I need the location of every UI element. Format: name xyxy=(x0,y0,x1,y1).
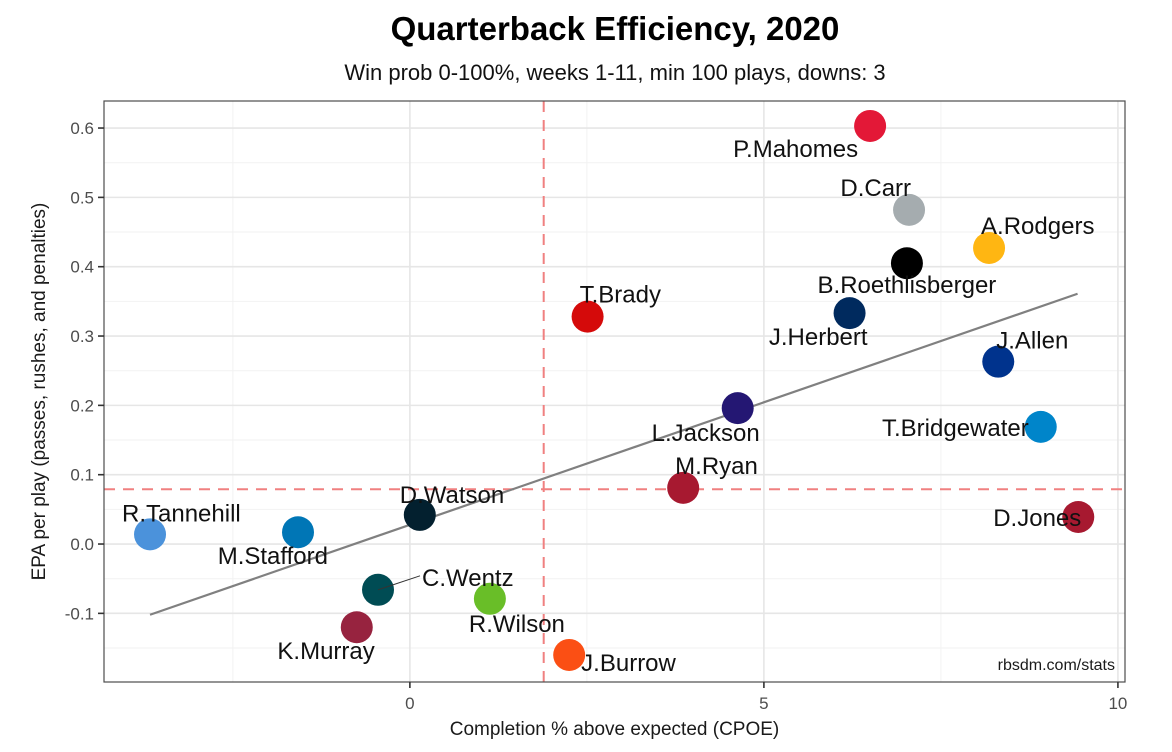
data-point xyxy=(667,471,700,504)
data-points xyxy=(134,109,1095,671)
data-point xyxy=(854,109,887,142)
y-tick-label: 0.3 xyxy=(70,327,94,346)
data-point xyxy=(1062,500,1095,533)
data-point xyxy=(721,392,754,425)
data-point xyxy=(973,231,1006,264)
data-point xyxy=(893,193,926,226)
y-tick-label: -0.1 xyxy=(65,604,94,623)
data-point xyxy=(982,345,1015,378)
point-label: R.Tannehill xyxy=(122,500,241,527)
point-label: T.Bridgewater xyxy=(882,415,1029,442)
chart-subtitle: Win prob 0-100%, weeks 1-11, min 100 pla… xyxy=(344,60,886,85)
chart-title: Quarterback Efficiency, 2020 xyxy=(390,10,840,47)
x-tick-label: 5 xyxy=(759,694,768,713)
y-tick-label: 0.4 xyxy=(70,258,94,277)
data-point xyxy=(571,300,604,333)
data-point xyxy=(340,611,373,644)
data-point xyxy=(1024,410,1057,443)
point-label: K.Murray xyxy=(277,638,374,665)
grid xyxy=(104,101,1125,682)
point-label: J.Herbert xyxy=(769,324,868,351)
reference-lines xyxy=(104,101,1125,682)
point-label: L.Jackson xyxy=(652,420,760,447)
caption: rbsdm.com/stats xyxy=(998,657,1115,674)
axes: 0 5 10 -0.1 0.0 0.1 0.2 0.3 0.4 0.5 0.6 xyxy=(65,119,1128,713)
point-label: D.Watson xyxy=(400,482,504,509)
x-tick-label: 10 xyxy=(1108,694,1127,713)
point-label: B.Roethlisberger xyxy=(818,272,997,299)
data-point xyxy=(403,498,436,531)
point-label: J.Allen xyxy=(996,328,1068,355)
point-label: A.Rodgers xyxy=(981,213,1094,240)
data-point xyxy=(282,516,315,549)
point-labels: P.Mahomes D.Carr A.Rodgers B.Roethlisberger… xyxy=(122,136,1094,677)
point-label: D.Jones xyxy=(993,505,1081,532)
data-point xyxy=(833,297,866,330)
point-label: C.Wentz xyxy=(422,565,514,592)
label-leader-line xyxy=(377,575,421,591)
panel-border xyxy=(103,100,1126,683)
point-label: T.Brady xyxy=(580,282,661,309)
data-point xyxy=(134,518,167,551)
x-tick-label: 0 xyxy=(405,694,414,713)
data-point xyxy=(890,247,923,280)
x-axis-title: Completion % above expected (CPOE) xyxy=(450,719,780,740)
point-label: R.Wilson xyxy=(469,611,565,638)
point-label: M.Stafford xyxy=(218,543,328,570)
trend-line-group xyxy=(149,292,1078,616)
y-axis-title: EPA per play (passes, rushes, and penalt… xyxy=(29,203,50,581)
trend-line xyxy=(149,292,1078,616)
y-tick-label: 0.0 xyxy=(70,535,94,554)
y-tick-label: 0.1 xyxy=(70,466,94,485)
point-label: M.Ryan xyxy=(675,453,758,480)
data-point xyxy=(473,582,506,615)
data-point xyxy=(553,638,586,671)
point-label: D.Carr xyxy=(840,175,911,202)
y-tick-label: 0.6 xyxy=(70,119,94,138)
point-label: J.Burrow xyxy=(581,650,676,677)
point-label: P.Mahomes xyxy=(733,136,858,163)
y-tick-label: 0.2 xyxy=(70,396,94,415)
y-tick-label: 0.5 xyxy=(70,188,94,207)
